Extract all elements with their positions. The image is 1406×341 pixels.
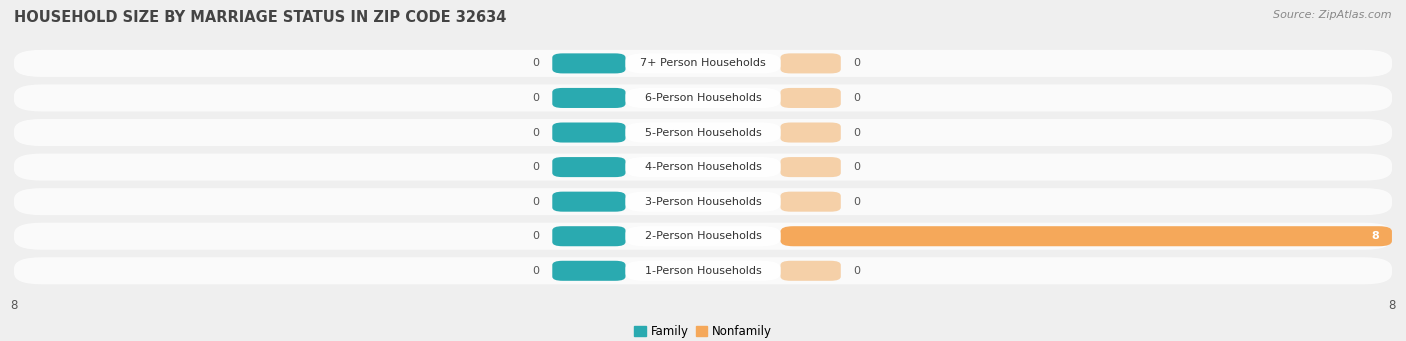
FancyBboxPatch shape	[553, 53, 626, 73]
Text: 0: 0	[533, 58, 540, 69]
FancyBboxPatch shape	[780, 192, 841, 212]
FancyBboxPatch shape	[780, 122, 841, 143]
Text: 3-Person Households: 3-Person Households	[644, 197, 762, 207]
FancyBboxPatch shape	[780, 261, 841, 281]
Text: 0: 0	[533, 197, 540, 207]
FancyBboxPatch shape	[553, 122, 626, 143]
Text: HOUSEHOLD SIZE BY MARRIAGE STATUS IN ZIP CODE 32634: HOUSEHOLD SIZE BY MARRIAGE STATUS IN ZIP…	[14, 10, 506, 25]
FancyBboxPatch shape	[626, 192, 780, 212]
Text: Source: ZipAtlas.com: Source: ZipAtlas.com	[1274, 10, 1392, 20]
Text: 7+ Person Households: 7+ Person Households	[640, 58, 766, 69]
FancyBboxPatch shape	[553, 88, 626, 108]
FancyBboxPatch shape	[553, 261, 626, 281]
Text: 2-Person Households: 2-Person Households	[644, 231, 762, 241]
Text: 0: 0	[533, 128, 540, 137]
Text: 0: 0	[533, 162, 540, 172]
FancyBboxPatch shape	[553, 157, 626, 177]
Text: 0: 0	[853, 266, 860, 276]
FancyBboxPatch shape	[626, 226, 780, 246]
FancyBboxPatch shape	[553, 192, 626, 212]
Text: 5-Person Households: 5-Person Households	[644, 128, 762, 137]
Text: 0: 0	[853, 58, 860, 69]
FancyBboxPatch shape	[14, 50, 1392, 77]
FancyBboxPatch shape	[14, 188, 1392, 215]
Text: 0: 0	[853, 128, 860, 137]
FancyBboxPatch shape	[553, 226, 626, 246]
Text: 0: 0	[533, 93, 540, 103]
FancyBboxPatch shape	[626, 122, 780, 143]
Text: 8: 8	[1371, 231, 1379, 241]
FancyBboxPatch shape	[626, 157, 780, 177]
FancyBboxPatch shape	[780, 157, 841, 177]
Text: 0: 0	[853, 197, 860, 207]
Legend: Family, Nonfamily: Family, Nonfamily	[630, 321, 776, 341]
FancyBboxPatch shape	[14, 85, 1392, 112]
FancyBboxPatch shape	[780, 53, 841, 73]
FancyBboxPatch shape	[626, 261, 780, 281]
Text: 0: 0	[533, 231, 540, 241]
Text: 0: 0	[853, 93, 860, 103]
Text: 1-Person Households: 1-Person Households	[644, 266, 762, 276]
FancyBboxPatch shape	[780, 88, 841, 108]
FancyBboxPatch shape	[14, 257, 1392, 284]
FancyBboxPatch shape	[780, 226, 1392, 246]
Text: 0: 0	[533, 266, 540, 276]
Text: 0: 0	[853, 162, 860, 172]
FancyBboxPatch shape	[14, 119, 1392, 146]
Text: 4-Person Households: 4-Person Households	[644, 162, 762, 172]
FancyBboxPatch shape	[14, 223, 1392, 250]
Text: 6-Person Households: 6-Person Households	[644, 93, 762, 103]
FancyBboxPatch shape	[626, 53, 780, 73]
FancyBboxPatch shape	[626, 88, 780, 108]
FancyBboxPatch shape	[14, 153, 1392, 181]
